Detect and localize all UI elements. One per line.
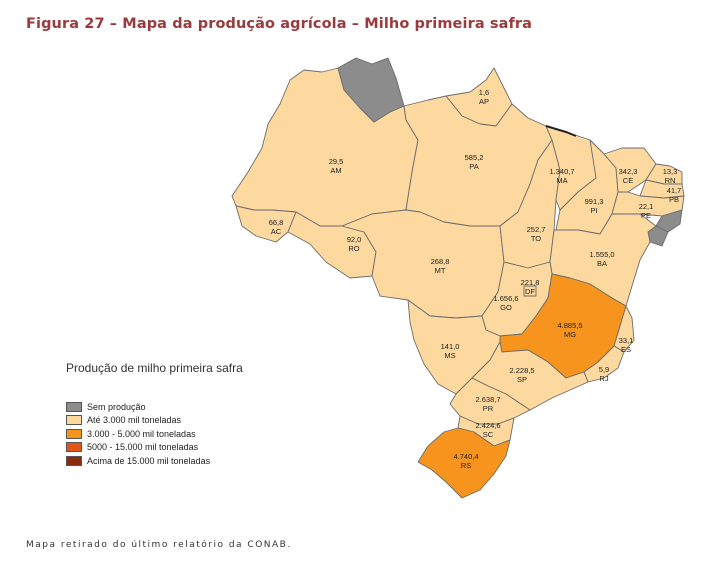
legend-label: Sem produção [87, 401, 146, 412]
label-value-PI: 991,3 [585, 197, 604, 206]
label-value-BA: 1.555,0 [589, 250, 614, 259]
label-uf-MS: MS [444, 351, 455, 360]
state-RJ [583, 345, 625, 383]
label-uf-GO: GO [500, 303, 512, 312]
label-uf-RJ: RJ [599, 374, 608, 383]
label-uf-AM: AM [330, 166, 341, 175]
label-uf-RN: RN [665, 176, 676, 185]
label-uf-RO: RO [348, 244, 359, 253]
label-uf-PE: PE [641, 211, 651, 220]
label-uf-SC: SC [483, 430, 494, 439]
label-value-MT: 268,8 [431, 257, 450, 266]
label-value-MG: 4.885,5 [557, 321, 582, 330]
state-DF [523, 285, 537, 297]
label-value-AC: 66,8 [269, 218, 284, 227]
label-uf-MA: MA [556, 176, 567, 185]
legend-swatch [66, 442, 82, 453]
legend-label: Até 3.000 mil toneladas [87, 415, 182, 426]
label-value-RN: 13,3 [663, 167, 678, 176]
label-value-AM: 29,5 [329, 157, 344, 166]
label-value-SP: 2.228,5 [509, 366, 534, 375]
label-value-CE: 342,3 [619, 167, 638, 176]
label-value-TO: 252,7 [527, 225, 546, 234]
label-value-RO: 92,0 [347, 235, 362, 244]
label-value-PB: 41,7 [667, 186, 682, 195]
legend-swatch [66, 401, 82, 412]
label-uf-MG: MG [564, 330, 576, 339]
legend-item-no-production: Sem produção [66, 400, 210, 414]
state-labels: 1,6 AP 29,5 AM 585,2 PA 66,8 AC 92,0 RO … [269, 88, 682, 470]
label-uf-CE: CE [623, 176, 633, 185]
legend-swatch [66, 455, 82, 466]
label-uf-BA: BA [597, 259, 607, 268]
label-uf-DF: DF [525, 287, 535, 296]
label-uf-PA: PA [469, 162, 478, 171]
label-uf-PB: PB [669, 195, 679, 204]
legend-swatch [66, 428, 82, 439]
figure-title: Figura 27 – Mapa da produção agrícola – … [26, 16, 533, 32]
label-value-SC: 2.424,6 [475, 421, 500, 430]
state-TO [499, 139, 561, 269]
legend-item-3000-5000: 3.000 - 5.000 mil toneladas [66, 427, 210, 441]
legend-label: 3.000 - 5.000 mil toneladas [87, 428, 196, 439]
legend: Sem produção Até 3.000 mil toneladas 3.0… [66, 400, 210, 468]
label-value-PE: 22,1 [639, 202, 654, 211]
label-value-MS: 141,0 [441, 342, 460, 351]
state-RS [417, 427, 511, 499]
label-uf-AP: AP [479, 97, 489, 106]
label-uf-AC: AC [271, 227, 282, 236]
legend-label: 5000 - 15.000 mil toneladas [87, 442, 199, 453]
legend-label: Acima de 15.000 mil toneladas [87, 455, 211, 466]
label-value-RS: 4.740,4 [453, 452, 478, 461]
label-uf-PR: PR [483, 404, 494, 413]
label-uf-ES: ES [621, 345, 631, 354]
label-value-DF: 221,8 [521, 278, 540, 287]
label-value-ES: 33,1 [619, 336, 634, 345]
coastline-north [545, 125, 577, 137]
label-uf-RS: RS [461, 461, 471, 470]
label-value-PR: 2.638,7 [475, 395, 500, 404]
legend-item-above-15000: Acima de 15.000 mil toneladas [66, 454, 210, 468]
state-AC [235, 205, 297, 243]
label-uf-SP: SP [517, 375, 527, 384]
legend-item-5000-15000: 5000 - 15.000 mil toneladas [66, 441, 210, 455]
label-value-AP: 1,6 [479, 88, 489, 97]
label-uf-TO: TO [531, 234, 541, 243]
legend-item-up-to-3000: Até 3.000 mil toneladas [66, 414, 210, 428]
label-uf-PI: PI [590, 206, 597, 215]
label-value-MA: 1.340,7 [549, 167, 574, 176]
label-value-GO: 1.656,6 [493, 294, 518, 303]
label-value-PA: 585,2 [465, 153, 484, 162]
legend-title: Produção de milho primeira safra [66, 361, 243, 375]
label-value-RJ: 5,9 [599, 365, 609, 374]
source-caption: Mapa retirado do último relatório da CON… [26, 540, 292, 550]
legend-swatch [66, 415, 82, 426]
label-uf-MT: MT [435, 266, 446, 275]
state-AL [655, 209, 683, 233]
